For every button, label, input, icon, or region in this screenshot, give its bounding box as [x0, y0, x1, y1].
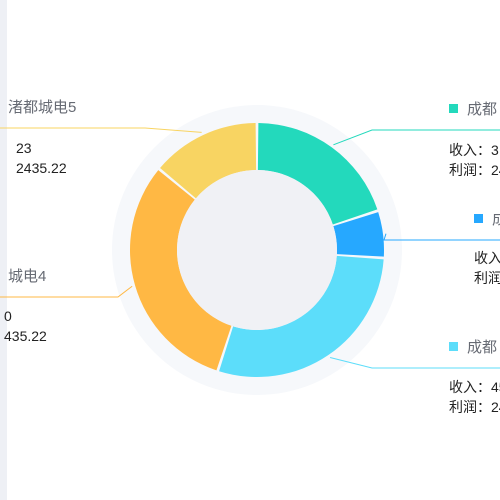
leader-line: [0, 285, 133, 298]
left-scroll-strip: [0, 0, 7, 500]
profit-value: 2435.22: [16, 160, 67, 176]
legend-marker: [474, 214, 483, 223]
leader-line: [0, 127, 202, 133]
slice-name-label: 城电4: [8, 268, 46, 285]
profit-label: 利润：24: [449, 162, 500, 178]
donut-slice[interactable]: [257, 123, 378, 225]
leader-line: [329, 357, 500, 369]
profit-label: 利润：: [474, 270, 500, 286]
legend-marker: [449, 342, 458, 351]
donut-slice[interactable]: [160, 123, 257, 199]
donut-slice[interactable]: [333, 212, 384, 257]
profit-value: 435.22: [4, 328, 47, 344]
income-value: 0: [4, 308, 12, 324]
donut-slice[interactable]: [219, 255, 384, 377]
leader-line: [383, 233, 500, 241]
slice-name-label: 成都: [467, 339, 497, 356]
slice-name-label: 成: [492, 211, 500, 228]
donut-slice[interactable]: [129, 170, 232, 371]
income-label: 收入：: [474, 250, 500, 266]
income-label: 收入：3: [449, 142, 499, 158]
income-label: 收入：45: [449, 379, 500, 395]
leader-line: [333, 129, 500, 146]
income-value: 23: [16, 140, 32, 156]
slice-name-label: 渚都城电5: [8, 99, 76, 116]
legend-marker: [449, 104, 458, 113]
slice-name-label: 成都: [467, 101, 497, 118]
donut-center: [177, 170, 337, 330]
profit-label: 利润：24: [449, 399, 500, 415]
